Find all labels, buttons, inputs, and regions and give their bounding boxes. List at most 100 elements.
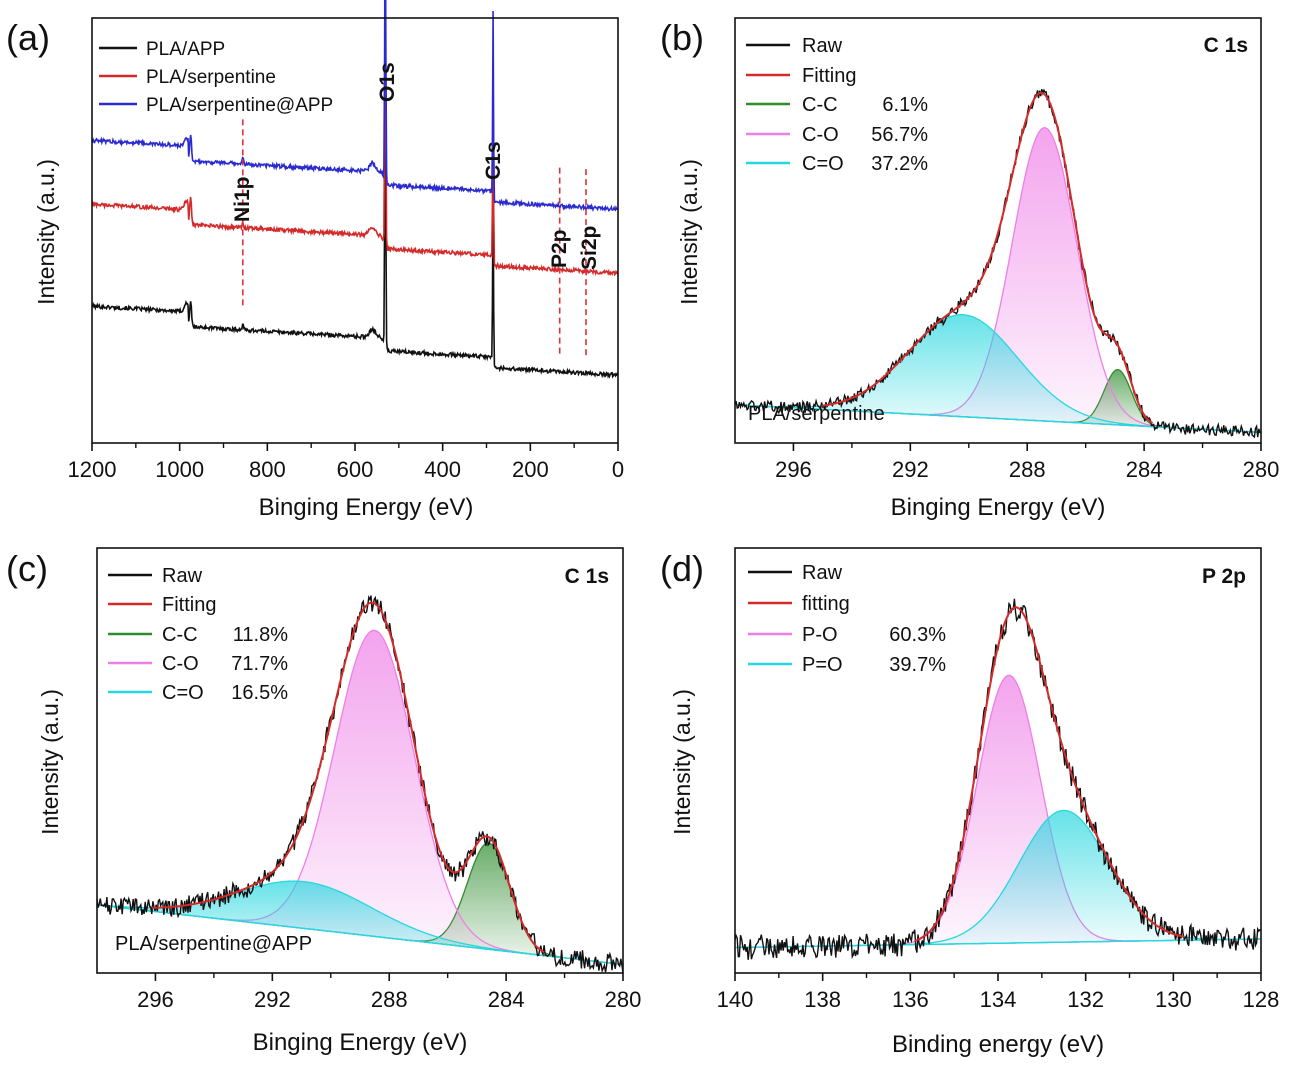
panel-c-xticks: 296 292 288 284 280 xyxy=(137,973,641,1012)
panel-b-sample: PLA/serpentine xyxy=(748,403,885,425)
xtick-label: 1200 xyxy=(68,457,117,482)
panel-d-label: (d) xyxy=(660,548,704,589)
legend-label-c-eq-o: C=O xyxy=(162,682,204,704)
legend-label-c-c: C-C xyxy=(162,624,198,646)
legend-value-c-eq-o: 37.2% xyxy=(871,153,928,175)
xtick-label: 132 xyxy=(1067,987,1104,1012)
legend-label-fitting: fitting xyxy=(802,593,850,615)
panel-b-label: (b) xyxy=(660,17,704,58)
xtick-label: 284 xyxy=(488,987,525,1012)
panel-d-legend: Raw fitting P-O 60.3% P=O 39.7% xyxy=(748,562,946,676)
panel-a: (a) 1200 1000 800 600 400 200 0 Binging Energy… xyxy=(6,0,624,521)
xtick-label: 140 xyxy=(717,987,754,1012)
legend-value-c-eq-o: 16.5% xyxy=(231,682,288,704)
panel-b-xlabel: Binging Energy (eV) xyxy=(891,494,1106,521)
fitting-line xyxy=(151,601,545,953)
baseline-line xyxy=(735,938,1261,949)
legend-label-p-eq-o: P=O xyxy=(802,654,843,676)
xtick-label: 288 xyxy=(1009,457,1046,482)
panel-c-legend: Raw Fitting C-C 11.8% C-O 71.7% C=O 16.5… xyxy=(108,565,288,704)
legend-value-c-o: 56.7% xyxy=(871,124,928,146)
panel-c-label: (c) xyxy=(6,548,48,589)
panel-d: (d) 140 138 136 134 132 130 128 Binding energy… xyxy=(660,547,1280,1058)
legend-label-c-o: C-O xyxy=(802,124,839,146)
panel-a-ylabel: Intensity (a.u.) xyxy=(33,159,59,305)
panel-b-xticks: 296 292 288 284 280 xyxy=(775,443,1279,482)
raw-spectrum-line xyxy=(96,595,624,974)
series-line-pla-serpentine xyxy=(91,0,619,277)
peak-label-c1s: C1s xyxy=(482,141,505,180)
panel-c-frame xyxy=(96,547,624,974)
legend-label-fitting: Fitting xyxy=(802,65,856,87)
panel-c-title: C 1s xyxy=(565,565,609,588)
panel-c-plot xyxy=(96,595,624,974)
panel-b-frame xyxy=(734,17,1262,444)
legend-value-c-c: 11.8% xyxy=(233,624,288,646)
xtick-label: 800 xyxy=(249,457,286,482)
panel-b-plot xyxy=(734,88,1262,439)
series-line-pla-app xyxy=(91,40,619,379)
panel-d-title: P 2p xyxy=(1202,565,1246,588)
panel-b-ylabel: Intensity (a.u.) xyxy=(676,159,702,305)
xtick-label: 292 xyxy=(254,987,291,1012)
xtick-label: 288 xyxy=(371,987,408,1012)
panel-b-title: C 1s xyxy=(1204,34,1248,57)
legend-label-pla-serpentine: PLA/serpentine xyxy=(146,67,276,88)
legend-label-c-c: C-C xyxy=(802,94,838,116)
xtick-label: 400 xyxy=(424,457,461,482)
panel-d-plot xyxy=(734,598,1262,960)
peak-label-o1s: O1s xyxy=(376,62,399,102)
panel-d-xlabel: Binding energy (eV) xyxy=(892,1031,1104,1058)
xtick-label: 296 xyxy=(775,457,812,482)
legend-value-c-c: 6.1% xyxy=(882,94,928,116)
baseline-line xyxy=(735,404,1262,434)
fitting-line xyxy=(821,91,1154,424)
baseline-line xyxy=(96,904,624,966)
xtick-label: 1000 xyxy=(155,457,204,482)
xtick-label: 136 xyxy=(892,987,929,1012)
panel-c-ylabel: Intensity (a.u.) xyxy=(37,689,63,835)
series-line-pla-serpentine-app xyxy=(91,0,619,213)
legend-label-fitting: Fitting xyxy=(162,594,216,616)
panel-a-xticks: 1200 1000 800 600 400 200 0 xyxy=(68,443,624,482)
peak-label-ni1p: Ni1p xyxy=(231,176,254,222)
xtick-label: 280 xyxy=(1243,457,1280,482)
xtick-label: 130 xyxy=(1155,987,1192,1012)
legend-label-c-eq-o: C=O xyxy=(802,153,844,175)
raw-spectrum-line xyxy=(734,88,1262,439)
peak-label-p2p: P2p xyxy=(548,229,571,268)
legend-label-c-o: C-O xyxy=(162,653,199,675)
fitting-line xyxy=(914,606,1185,942)
panel-a-xlabel: Binging Energy (eV) xyxy=(259,494,474,521)
legend-label-pla-serpentine-app: PLA/serpentine@APP xyxy=(146,95,333,116)
panel-d-ylabel: Intensity (a.u.) xyxy=(669,689,695,835)
xtick-label: 134 xyxy=(980,987,1017,1012)
xtick-label: 296 xyxy=(137,987,174,1012)
xtick-label: 138 xyxy=(804,987,841,1012)
legend-label-p-o: P-O xyxy=(802,624,838,646)
xtick-label: 280 xyxy=(605,987,642,1012)
xtick-label: 128 xyxy=(1243,987,1280,1012)
legend-value-c-o: 71.7% xyxy=(231,653,288,675)
legend-value-p-eq-o: 39.7% xyxy=(889,654,946,676)
legend-label-raw: Raw xyxy=(802,562,843,584)
panel-a-plot xyxy=(91,0,619,379)
legend-label-raw: Raw xyxy=(162,565,203,587)
legend-label-pla-app: PLA/APP xyxy=(146,39,225,60)
legend-label-raw: Raw xyxy=(802,35,843,57)
xtick-label: 200 xyxy=(512,457,549,482)
xtick-label: 600 xyxy=(337,457,374,482)
panel-b: (b) 296 292 288 284 280 Binging Energy (eV) … xyxy=(660,17,1279,521)
xtick-label: 292 xyxy=(892,457,929,482)
xtick-label: 284 xyxy=(1126,457,1163,482)
panel-c-sample: PLA/serpentine@APP xyxy=(115,933,312,955)
legend-value-p-o: 60.3% xyxy=(889,624,946,646)
panel-a-label: (a) xyxy=(6,17,50,58)
panel-b-legend: Raw Fitting C-C 6.1% C-O 56.7% C=O 37.2% xyxy=(746,35,928,175)
peak-label-si2p: Si2p xyxy=(578,226,601,270)
xtick-label: 0 xyxy=(612,457,624,482)
panel-c-xlabel: Binging Energy (eV) xyxy=(253,1029,468,1056)
panel-a-legend: PLA/APP PLA/serpentine PLA/serpentine@AP… xyxy=(99,39,333,116)
panel-d-xticks: 140 138 136 134 132 130 128 xyxy=(717,973,1280,1012)
